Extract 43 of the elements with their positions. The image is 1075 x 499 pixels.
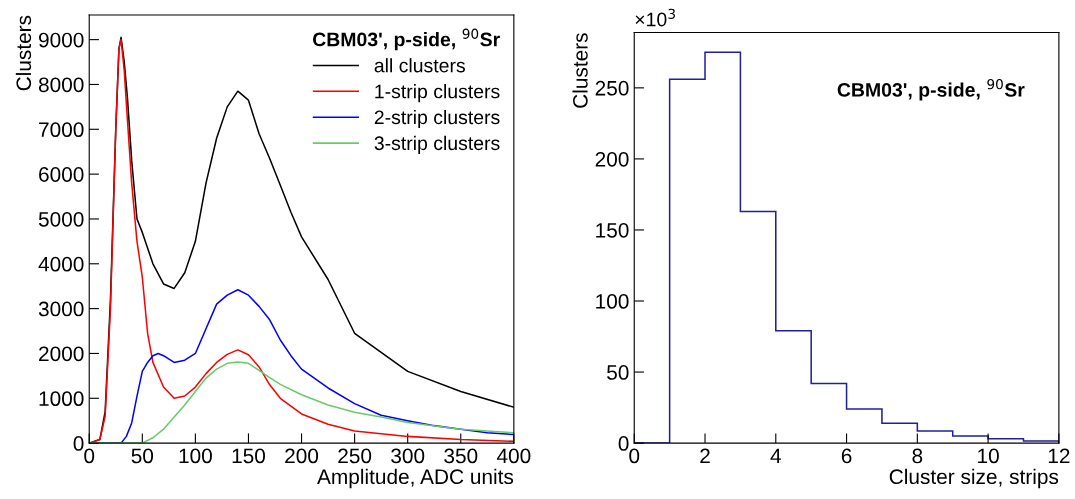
x-axis-title: Amplitude, ADC units xyxy=(317,468,514,489)
y-tick-label: 200 xyxy=(595,151,629,167)
legend-label: 1-strip clusters xyxy=(375,84,500,103)
x-tick-label: 10 xyxy=(978,448,999,464)
x-tick-label: 0 xyxy=(629,448,640,464)
x-tick-label: 250 xyxy=(338,448,372,464)
x-tick-label: 350 xyxy=(444,448,478,464)
legend-title: CBM03', p-side, $^{90}$Sr xyxy=(313,28,500,51)
y-tick-label: 50 xyxy=(607,365,629,380)
x-tick-label: 150 xyxy=(232,448,266,464)
x-tick-label: 2 xyxy=(700,448,710,464)
y-axis-title: Clusters xyxy=(572,33,588,108)
legend-label: all clusters xyxy=(374,58,465,73)
x-tick-label: 100 xyxy=(179,448,212,464)
text: ×10$^{3}$ xyxy=(635,8,675,27)
x-tick-label: 300 xyxy=(391,448,425,464)
x-tick-label: 50 xyxy=(131,448,154,464)
x-axis-title: Cluster size, strips xyxy=(889,468,1059,489)
y-tick-label: 6000 xyxy=(39,167,84,182)
annotation: CBM03', p-side, $^{90}$Sr xyxy=(837,79,1025,101)
y-tick-label: 1000 xyxy=(39,391,84,407)
legend-label: 3-strip clusters xyxy=(374,135,500,154)
x-tick-label: 8 xyxy=(912,448,923,464)
y-tick-label: 8000 xyxy=(38,77,84,93)
y-tick-label: 0 xyxy=(73,436,84,451)
legend-label: 2-strip clusters xyxy=(374,109,500,129)
y-tick-label: 250 xyxy=(595,80,629,96)
x-tick-label: 0 xyxy=(84,448,95,464)
y-tick-label: 5000 xyxy=(38,211,84,227)
y-tick-label: 2000 xyxy=(39,346,84,362)
y-tick-label: 150 xyxy=(596,222,629,238)
y-tick-label: 7000 xyxy=(39,122,84,138)
x-tick-label: 200 xyxy=(285,448,319,464)
x-tick-label: 4 xyxy=(770,448,781,464)
y-tick-label: 3000 xyxy=(38,301,84,317)
y-axis-title: Clusters xyxy=(15,15,32,91)
y-tick-label: 4000 xyxy=(38,256,84,272)
x-tick-label: 12 xyxy=(1048,448,1070,464)
y-tick-label: 100 xyxy=(596,294,629,309)
y-tick-label: 9000 xyxy=(39,32,84,48)
x-tick-label: 400 xyxy=(496,448,531,464)
y-tick-label: 0 xyxy=(618,436,629,451)
x-tick-label: 6 xyxy=(841,448,852,464)
